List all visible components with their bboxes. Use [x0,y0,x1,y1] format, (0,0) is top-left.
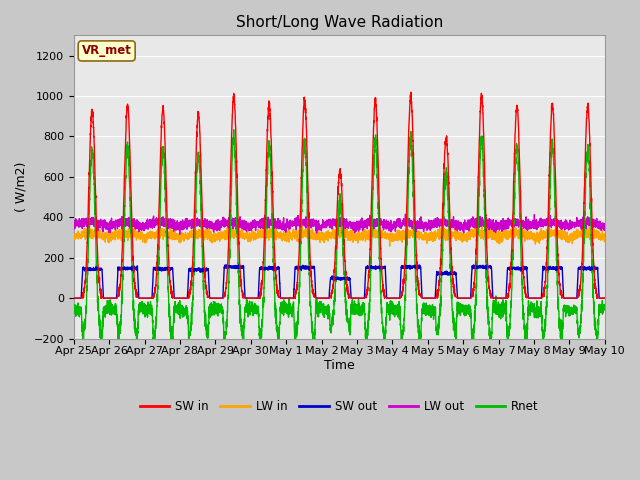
Y-axis label: ( W/m2): ( W/m2) [15,162,28,212]
X-axis label: Time: Time [324,359,355,372]
Legend: SW in, LW in, SW out, LW out, Rnet: SW in, LW in, SW out, LW out, Rnet [135,395,543,418]
Title: Short/Long Wave Radiation: Short/Long Wave Radiation [236,15,443,30]
Text: VR_met: VR_met [82,45,132,58]
